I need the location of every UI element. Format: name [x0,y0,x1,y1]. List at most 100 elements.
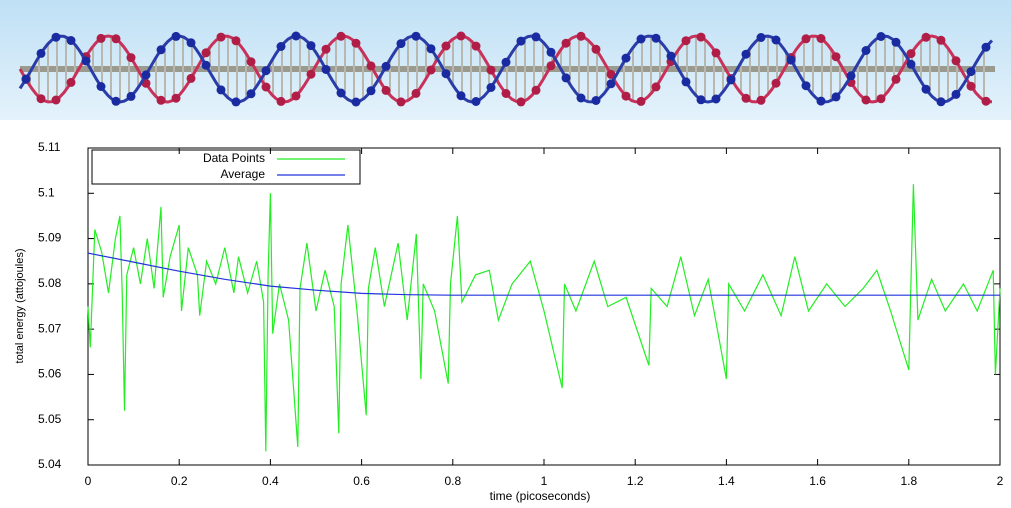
dna-bead [306,69,316,79]
dna-bead [36,48,46,58]
x-tick-label: 0.4 [262,474,279,488]
dna-bead [486,65,496,75]
dna-bead [936,97,946,107]
dna-bead [711,48,721,58]
dna-bead [411,88,421,98]
dna-bead [636,96,646,106]
dna-bead [351,97,361,107]
legend-box [91,149,361,185]
y-tick-label: 5.11 [38,140,61,154]
dna-bead [771,78,781,88]
dna-bead [306,41,316,51]
dna-bead [741,49,751,59]
dna-bead [726,75,736,85]
dna-bead [681,77,691,87]
dna-bead [966,81,976,91]
dna-bead [351,38,361,48]
y-tick-label: 5.09 [38,231,62,245]
dna-bead [66,77,76,87]
dna-bead [216,85,226,95]
legend-label: Average [221,167,266,181]
y-tick-label: 5.06 [38,367,62,381]
x-axis-label: time (picoseconds) [490,489,591,503]
dna-bead [561,38,571,48]
dna-bead [126,53,136,63]
x-tick-label: 0 [85,474,92,488]
dna-bead [66,36,76,45]
y-tick-label: 5.05 [38,412,62,426]
dna-bead [531,85,541,95]
legend-label: Data Points [203,151,265,165]
dna-bead [501,89,511,98]
dna-bead [186,38,196,48]
dna-bead [276,42,286,51]
dna-bead [681,36,691,46]
dna-bead [366,86,376,96]
dna-bead [741,93,751,103]
dna-bead [981,42,991,52]
dna-bead [471,41,481,51]
dna-banner [0,0,1011,120]
x-tick-label: 0.6 [353,474,370,488]
dna-bead [246,89,256,99]
dna-bead [876,94,886,104]
dna-bead [831,92,841,102]
dna-bead [426,65,436,75]
dna-bead [291,31,301,41]
dna-bead [651,33,661,43]
dna-bead [906,49,916,59]
dna-bead [576,31,586,41]
dna-bead [441,69,451,79]
dna-bead [696,32,706,42]
dna-bead [261,66,271,76]
dna-bead [576,93,586,103]
dna-bead [966,67,976,77]
dna-bead [156,95,166,105]
dna-bead [51,95,61,105]
dna-bead [621,53,631,63]
dna-bead [816,34,826,43]
y-tick-label: 5.04 [38,457,62,471]
dna-bead [981,96,991,106]
dna-bead [261,82,271,92]
y-tick-label: 5.08 [38,276,62,290]
dna-bead [456,31,466,41]
y-tick-label: 5.1 [38,185,55,199]
dna-bead [111,34,121,44]
dna-bead [21,74,31,84]
dna-bead [756,33,766,42]
dna-bead [771,35,781,45]
dna-bead [96,82,106,91]
dna-bead [846,71,856,81]
dna-bead [831,52,841,62]
dna-bead [171,31,181,41]
dna-bead [231,97,241,107]
dna-bead [396,39,406,49]
dna-bead [546,47,556,57]
dna-bead [246,57,256,67]
dna-bead [921,32,931,42]
x-tick-label: 1.4 [718,474,735,488]
dna-bead [591,44,601,54]
dna-bead [606,79,616,89]
data-line [87,184,1001,452]
dna-bead [96,33,106,43]
dna-bead [636,34,646,44]
dna-bead [201,48,211,58]
dna-bead [951,89,961,99]
dna-bead [336,88,346,98]
dna-bead [396,97,406,107]
x-tick-label: 2 [997,474,1004,488]
dna-bead [501,57,511,67]
x-tick-label: 1.6 [809,474,826,488]
dna-bead [216,32,226,42]
y-axis-label: total energy (attojoules) [14,249,26,364]
dna-bead [81,56,91,66]
dna-bead [606,69,616,79]
dna-bead [276,96,286,106]
dna-bead [621,91,631,101]
dna-bead [51,32,61,42]
dna-bead [531,32,541,42]
dna-bead [951,56,961,66]
